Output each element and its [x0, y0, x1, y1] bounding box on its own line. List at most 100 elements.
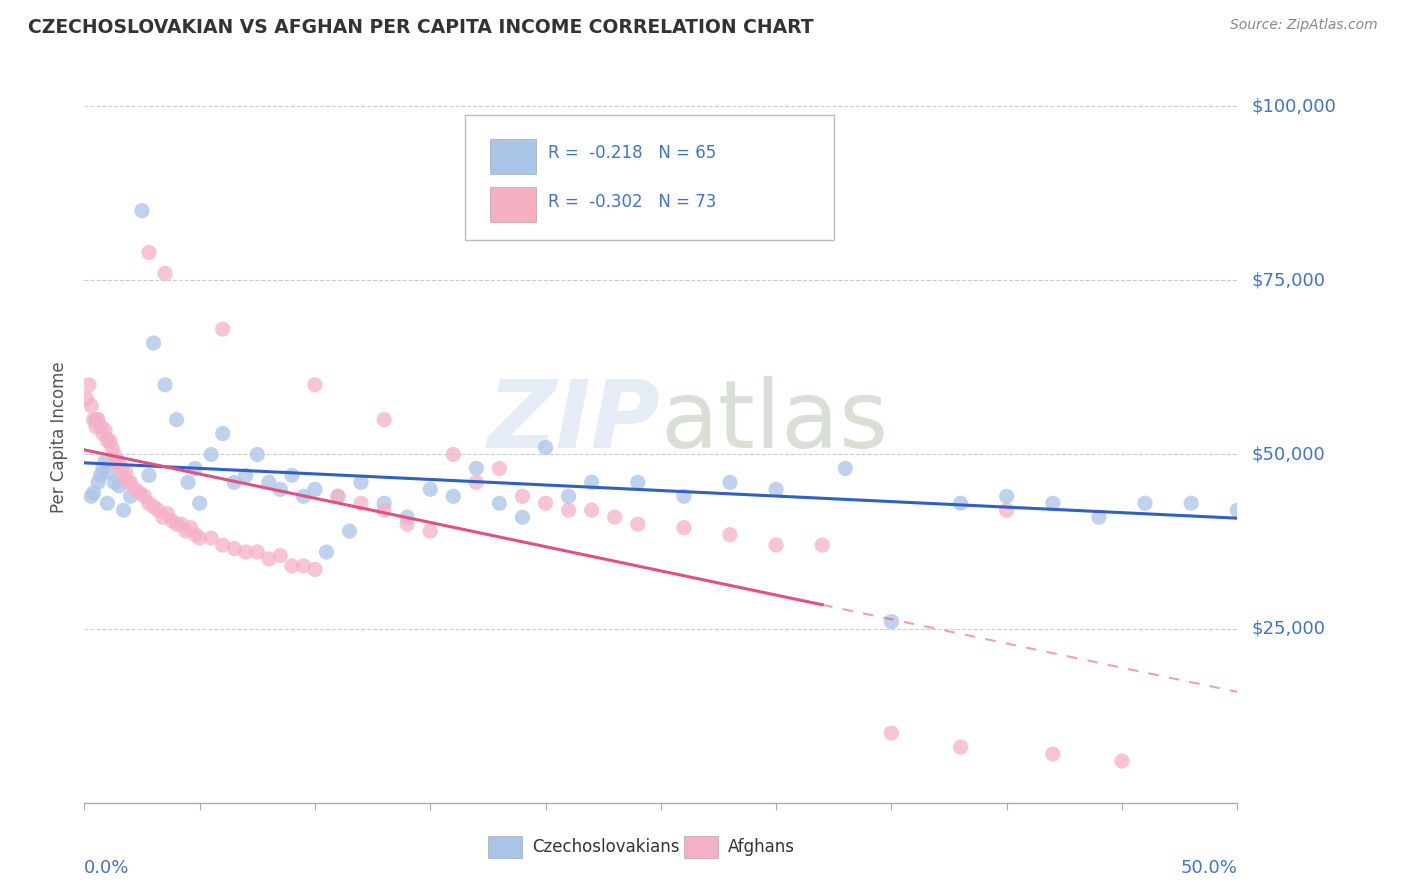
Point: [184, 461, 207, 475]
Point: [142, 500, 165, 514]
Point: [396, 510, 419, 524]
Point: [108, 454, 131, 468]
Point: [224, 475, 246, 490]
Text: ZIP: ZIP: [488, 376, 661, 468]
Point: [224, 541, 246, 556]
Point: [110, 461, 132, 475]
Point: [112, 468, 135, 483]
Text: $50,000: $50,000: [1251, 445, 1324, 464]
Point: [105, 454, 128, 468]
Point: [880, 726, 903, 740]
Point: [672, 521, 695, 535]
Y-axis label: Per Capita Income: Per Capita Income: [51, 361, 69, 513]
Point: [89, 468, 111, 483]
Point: [156, 507, 179, 521]
Point: [765, 483, 787, 497]
Point: [949, 496, 972, 510]
Point: [718, 527, 741, 541]
Point: [87, 475, 110, 490]
Point: [246, 545, 269, 559]
Point: [1341, 503, 1364, 517]
Point: [834, 461, 856, 475]
Point: [304, 562, 326, 576]
Point: [373, 496, 395, 510]
Point: [465, 461, 488, 475]
Point: [160, 514, 183, 528]
Point: [373, 503, 395, 517]
FancyBboxPatch shape: [683, 836, 718, 858]
Point: [211, 538, 233, 552]
Point: [718, 475, 741, 490]
Point: [627, 517, 650, 532]
Point: [101, 441, 124, 455]
Point: [765, 538, 787, 552]
Point: [146, 503, 169, 517]
Text: CZECHOSLOVAKIAN VS AFGHAN PER CAPITA INCOME CORRELATION CHART: CZECHOSLOVAKIAN VS AFGHAN PER CAPITA INC…: [28, 18, 814, 37]
Point: [177, 475, 200, 490]
Point: [142, 336, 165, 351]
Point: [373, 412, 395, 426]
Point: [80, 489, 103, 503]
Point: [211, 426, 233, 441]
Point: [1088, 510, 1111, 524]
Point: [200, 531, 222, 545]
Point: [134, 489, 156, 503]
Point: [1133, 496, 1156, 510]
Point: [115, 465, 138, 479]
Point: [76, 392, 98, 406]
Point: [1272, 441, 1295, 455]
Point: [138, 468, 160, 483]
Point: [995, 503, 1018, 517]
Text: $75,000: $75,000: [1251, 271, 1326, 289]
Point: [581, 475, 603, 490]
Point: [84, 412, 107, 426]
Point: [441, 489, 464, 503]
Point: [557, 489, 579, 503]
Point: [512, 510, 534, 524]
Point: [304, 483, 326, 497]
Point: [441, 448, 464, 462]
FancyBboxPatch shape: [465, 115, 834, 240]
Point: [488, 496, 510, 510]
Point: [995, 489, 1018, 503]
Point: [211, 322, 233, 336]
Point: [179, 521, 201, 535]
Point: [269, 483, 291, 497]
Point: [153, 266, 176, 280]
Point: [94, 423, 117, 437]
Point: [91, 461, 114, 475]
Point: [98, 465, 121, 479]
Point: [103, 475, 125, 490]
Point: [1042, 747, 1064, 761]
Point: [557, 503, 579, 517]
Point: [87, 412, 110, 426]
Point: [350, 475, 373, 490]
Text: Czechoslovakians: Czechoslovakians: [531, 838, 679, 855]
Point: [170, 517, 193, 532]
Point: [1111, 754, 1133, 768]
Point: [465, 475, 488, 490]
Point: [326, 489, 349, 503]
Point: [488, 461, 510, 475]
Text: $25,000: $25,000: [1251, 620, 1326, 638]
Point: [880, 615, 903, 629]
Point: [257, 552, 280, 566]
Point: [949, 740, 972, 755]
Point: [91, 426, 114, 441]
Point: [292, 558, 315, 573]
FancyBboxPatch shape: [491, 138, 536, 174]
Point: [124, 483, 146, 497]
Point: [138, 496, 160, 510]
Text: Source: ZipAtlas.com: Source: ZipAtlas.com: [1230, 18, 1378, 32]
Point: [103, 448, 125, 462]
Point: [128, 485, 150, 500]
Point: [1042, 496, 1064, 510]
Text: 0.0%: 0.0%: [84, 858, 129, 877]
Point: [534, 496, 557, 510]
Point: [80, 399, 103, 413]
Point: [166, 517, 188, 532]
Point: [1180, 496, 1202, 510]
Point: [292, 489, 315, 503]
Point: [98, 434, 121, 448]
Point: [811, 538, 834, 552]
